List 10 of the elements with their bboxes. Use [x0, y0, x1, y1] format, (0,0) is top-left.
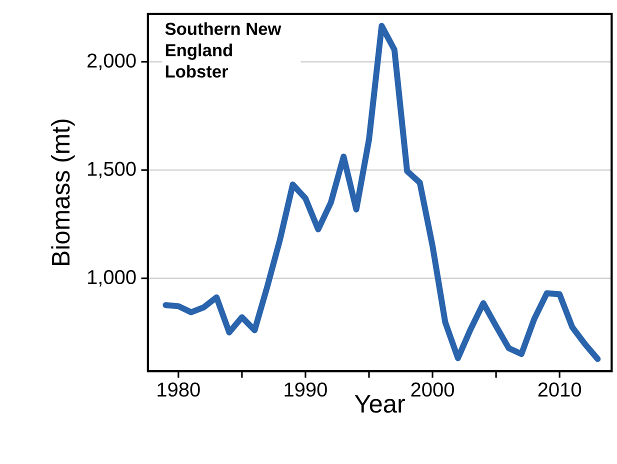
- y-axis-title: Biomass (mt): [51, 119, 75, 265]
- y-tick-label: 1,000: [88, 270, 136, 286]
- y-tick-label: 2,000: [88, 53, 136, 70]
- y-tick-label: 1,500: [88, 162, 136, 178]
- x-tick-label: 1990: [284, 382, 327, 396]
- x-tick-label: 1980: [158, 382, 200, 396]
- x-tick-label: 2000: [411, 382, 454, 396]
- x-tick-label: 2010: [538, 382, 582, 396]
- text: Southern New England Lobster: [165, 22, 282, 78]
- x-axis-title: Year: [354, 394, 405, 413]
